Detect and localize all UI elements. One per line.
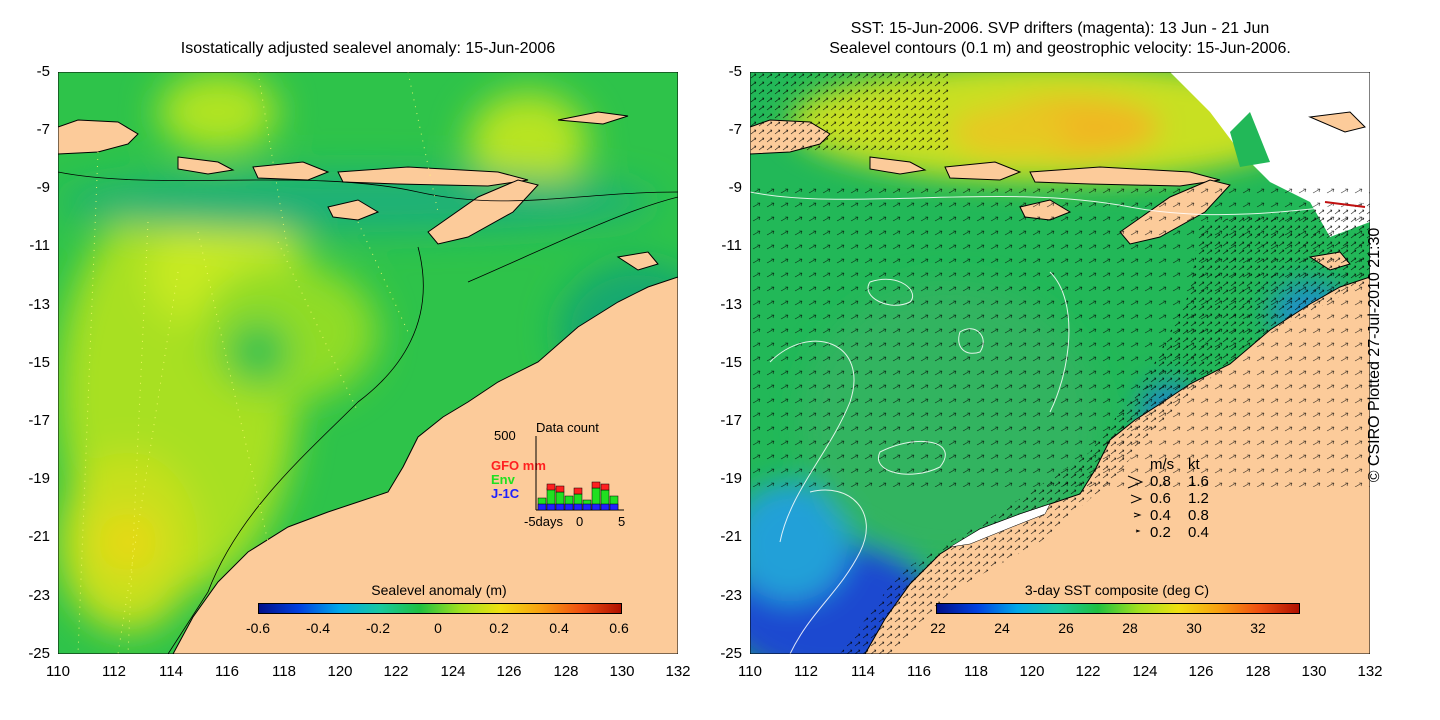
x-tick-label: 128 (1245, 663, 1271, 680)
right-colorbar-label: 3-day SST composite (deg C) (1024, 582, 1210, 598)
velocity-ms-value: 0.4 (1150, 507, 1171, 524)
x-tick-label: 116 (907, 663, 931, 680)
inset-legend-gfo: GFO mm (491, 458, 546, 473)
x-tick-label: 122 (383, 663, 409, 680)
y-tick-label: -13 (28, 296, 50, 313)
x-tick-label: 126 (1188, 663, 1214, 680)
y-tick-label: -13 (720, 296, 742, 313)
y-tick-label: -11 (29, 237, 50, 254)
inset-x-tick: -5days (524, 514, 564, 529)
y-tick-label: -7 (36, 121, 50, 138)
x-tick-label: 110 (738, 663, 762, 680)
y-tick-label: -25 (28, 645, 50, 662)
x-tick-label: 112 (794, 663, 818, 680)
colorbar-tick: 22 (930, 620, 946, 636)
colorbar-tick: -0.2 (365, 620, 391, 636)
x-tick-label: 114 (851, 663, 875, 680)
sst-colorbar (936, 603, 1300, 614)
left-colorbar-label: Sealevel anomaly (m) (371, 582, 507, 598)
y-tick-label: -17 (28, 412, 50, 429)
y-tick-label: -25 (720, 645, 742, 662)
x-tick-label: 130 (609, 663, 635, 680)
y-tick-label: -21 (28, 528, 50, 545)
velocity-ms-value: 0.2 (1150, 524, 1171, 541)
colorbar-tick: 0.6 (609, 620, 629, 636)
y-tick-label: -9 (36, 179, 50, 196)
x-tick-label: 130 (1301, 663, 1327, 680)
inset-x-tick: 0 (576, 514, 584, 529)
sealevel-anomaly-map (58, 72, 678, 654)
inset-y-tick: 500 (494, 428, 516, 443)
velocity-kt-value: 1.2 (1188, 490, 1209, 507)
right-map-title-line1: SST: 15-Jun-2006. SVP drifters (magenta)… (850, 20, 1270, 37)
x-tick-label: 120 (327, 663, 353, 680)
y-tick-label: -19 (720, 470, 742, 487)
y-tick-label: -15 (720, 354, 742, 371)
right-map-title-line2: Sealevel contours (0.1 m) and geostrophi… (829, 40, 1291, 57)
x-tick-label: 116 (215, 663, 239, 680)
x-tick-label: 114 (159, 663, 183, 680)
velocity-legend-ms-header: m/s (1150, 456, 1175, 473)
x-tick-label: 124 (440, 663, 466, 680)
velocity-legend-arrows (1127, 475, 1144, 533)
colorbar-tick: 0 (434, 620, 442, 636)
y-tick-label: -11 (721, 237, 742, 254)
colorbar-tick: 26 (1058, 620, 1074, 636)
y-tick-label: -7 (728, 121, 742, 138)
y-tick-label: -19 (28, 470, 50, 487)
colorbar-tick: -0.6 (245, 620, 271, 636)
x-tick-label: 120 (1019, 663, 1045, 680)
y-tick-label: -17 (720, 412, 742, 429)
inset-legend-j1c: J-1C (491, 486, 520, 501)
sst-velocity-map (750, 72, 1370, 654)
inset-legend-env: Env (491, 472, 515, 487)
x-tick-label: 124 (1132, 663, 1158, 680)
y-tick-label: -23 (28, 587, 50, 604)
y-tick-label: -21 (720, 528, 742, 545)
x-tick-label: 110 (46, 663, 70, 680)
sealevel-colorbar (258, 603, 622, 614)
left-map-title: Isostatically adjusted sealevel anomaly:… (180, 40, 556, 57)
x-tick-label: 118 (964, 663, 988, 680)
colorbar-tick: 0.4 (549, 620, 569, 636)
x-tick-label: 122 (1075, 663, 1101, 680)
colorbar-tick: 30 (1186, 620, 1202, 636)
colorbar-tick: -0.4 (305, 620, 331, 636)
velocity-ms-value: 0.8 (1150, 473, 1171, 490)
inset-title: Data count (536, 420, 599, 435)
colorbar-tick: 24 (994, 620, 1010, 636)
y-tick-label: -5 (36, 63, 50, 80)
colorbar-tick: 28 (1122, 620, 1138, 636)
velocity-kt-value: 1.6 (1188, 473, 1209, 490)
y-tick-label: -15 (28, 354, 50, 371)
y-tick-label: -9 (728, 179, 742, 196)
velocity-kt-value: 0.8 (1188, 507, 1209, 524)
x-tick-label: 132 (665, 663, 691, 680)
x-tick-label: 128 (553, 663, 579, 680)
velocity-ms-value: 0.6 (1150, 490, 1171, 507)
data-count-histogram (535, 436, 624, 511)
colorbar-tick: 32 (1250, 620, 1266, 636)
x-tick-label: 132 (1357, 663, 1383, 680)
inset-x-tick: 5 (618, 514, 626, 529)
copyright-text: © CSIRO Plotted 27-Jul-2010 21:30 (1366, 227, 1383, 483)
velocity-kt-value: 0.4 (1188, 524, 1209, 541)
x-tick-label: 118 (272, 663, 296, 680)
y-tick-label: -5 (728, 63, 742, 80)
x-tick-label: 126 (496, 663, 522, 680)
colorbar-tick: 0.2 (489, 620, 509, 636)
y-tick-label: -23 (720, 587, 742, 604)
x-tick-label: 112 (102, 663, 126, 680)
velocity-legend-kt-header: kt (1188, 456, 1200, 473)
